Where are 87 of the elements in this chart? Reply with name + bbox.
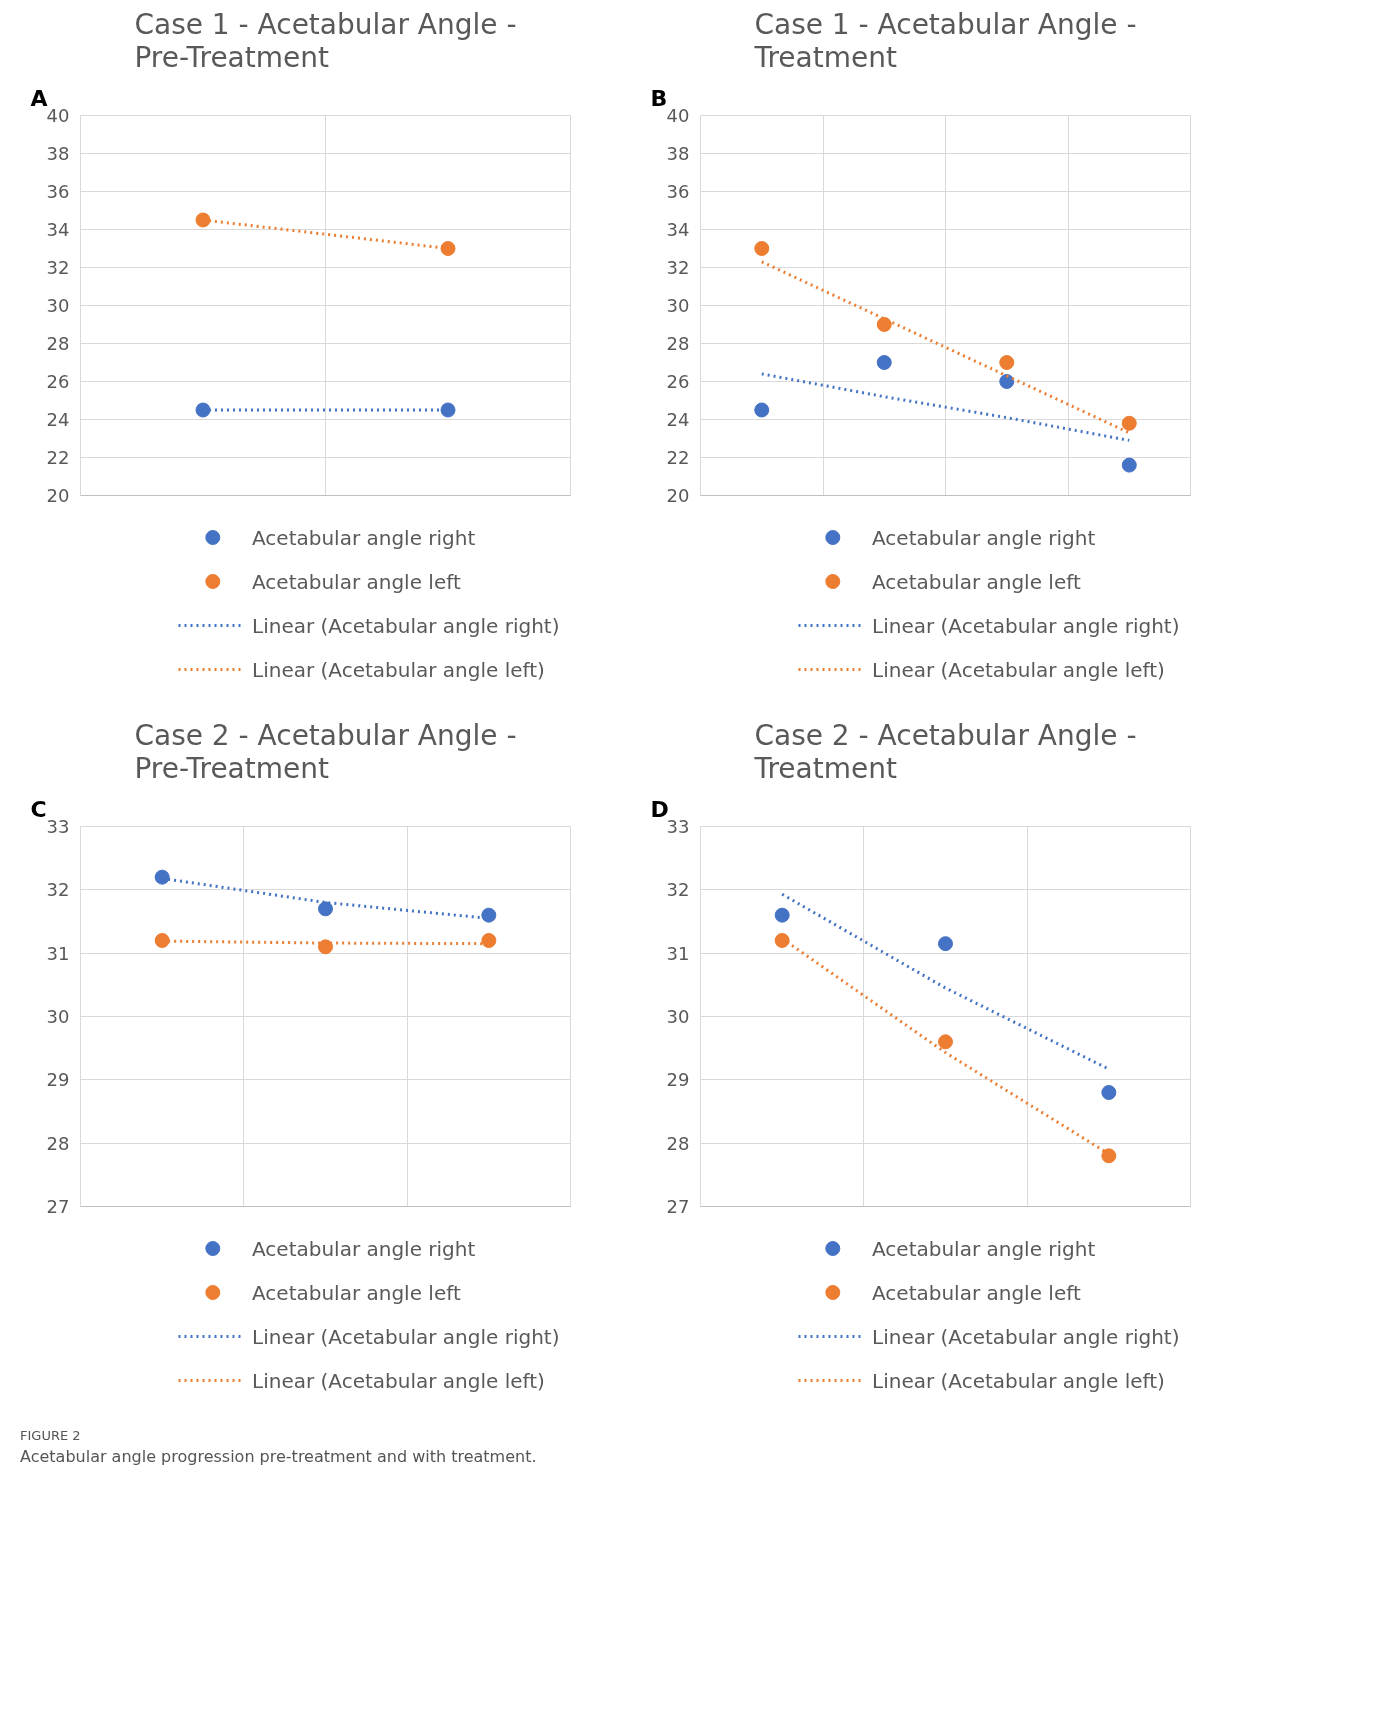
point — [774, 933, 790, 948]
y-tick-label: 29 — [46, 1069, 70, 1091]
point — [195, 212, 211, 228]
chart-title: Case 2 - Acetabular Angle - Pre-Treatment — [134, 718, 517, 785]
y-tick-label: 27 — [46, 1196, 70, 1217]
y-tick-label: 34 — [666, 219, 690, 240]
point — [154, 933, 170, 948]
point — [195, 402, 211, 418]
y-tick-label: 20 — [46, 485, 70, 506]
y-tick-label: 40 — [46, 105, 70, 126]
legend-label: Acetabular angle right — [872, 525, 1096, 550]
y-tick-label: 24 — [666, 409, 690, 430]
y-tick-label: 32 — [46, 257, 70, 278]
y-tick-label: 30 — [666, 1006, 690, 1027]
y-tick-label: 22 — [46, 447, 70, 468]
point — [754, 241, 770, 256]
y-tick-label: 30 — [666, 295, 690, 316]
y-tick-label: 27 — [666, 1196, 690, 1217]
chart-title: Case 2 - Acetabular Angle - Treatment — [753, 718, 1137, 785]
y-tick-label: 38 — [46, 143, 70, 164]
chart-title: Case 1 - Acetabular Angle - Pre-Treatment — [134, 7, 517, 74]
y-tick-label: 32 — [666, 257, 690, 278]
legend-label: Linear (Acetabular angle left) — [252, 657, 545, 682]
point — [999, 374, 1015, 389]
legend-label: Linear (Acetabular angle left) — [872, 657, 1165, 682]
y-tick-label: 30 — [46, 1006, 70, 1027]
y-tick-label: 26 — [46, 371, 70, 392]
point — [1101, 1148, 1117, 1164]
y-tick-label: 31 — [666, 942, 690, 964]
point — [481, 933, 497, 948]
point — [154, 869, 170, 885]
point — [481, 907, 497, 923]
y-tick-label: 31 — [46, 942, 70, 964]
y-tick-label: 28 — [666, 333, 690, 354]
point — [440, 402, 456, 418]
y-tick-label: 28 — [46, 333, 70, 354]
legend-label: Acetabular angle left — [872, 1280, 1081, 1305]
legend-label: Acetabular angle right — [252, 1236, 476, 1261]
y-tick-label: 28 — [46, 1132, 70, 1154]
legend-label: Acetabular angle left — [252, 1280, 461, 1305]
point — [938, 1034, 953, 1050]
point — [1121, 457, 1137, 473]
point — [999, 355, 1015, 370]
caption: FIGURE 2 — [20, 1427, 82, 1445]
y-tick-label: 38 — [666, 143, 690, 164]
legend-label: Linear (Acetabular angle right) — [872, 613, 1180, 638]
text: D — [650, 796, 669, 822]
y-tick-label: 24 — [46, 409, 70, 430]
point — [1121, 415, 1137, 431]
legend-label: Acetabular angle left — [252, 569, 461, 594]
legend-label: Linear (Acetabular angle left) — [872, 1368, 1165, 1393]
legend-label: Linear (Acetabular angle right) — [252, 613, 560, 638]
point — [318, 901, 333, 917]
y-tick-label: 36 — [46, 181, 70, 202]
point — [876, 355, 892, 370]
y-tick-label: 28 — [666, 1132, 690, 1154]
legend-label: Linear (Acetabular angle right) — [252, 1324, 560, 1349]
legend-label: Acetabular angle right — [252, 525, 476, 550]
point — [938, 936, 953, 952]
point — [440, 241, 456, 256]
point — [1101, 1085, 1117, 1100]
legend-label: Linear (Acetabular angle right) — [872, 1324, 1180, 1349]
legend-label: Acetabular angle right — [872, 1236, 1096, 1261]
point — [318, 939, 333, 955]
y-tick-label: 40 — [666, 105, 690, 126]
y-tick-label: 36 — [666, 181, 690, 202]
text: C — [30, 796, 47, 822]
y-tick-label: 29 — [666, 1069, 690, 1091]
y-tick-label: 32 — [46, 879, 70, 901]
legend-label: Acetabular angle left — [872, 569, 1081, 594]
y-tick-label: 26 — [666, 371, 690, 392]
point — [774, 907, 790, 923]
y-tick-label: 33 — [46, 816, 70, 837]
text: Acetabular angle progression pre-treatment and with treatment. — [20, 1445, 537, 1468]
y-tick-label: 34 — [46, 219, 70, 240]
y-tick-label: 20 — [666, 485, 690, 506]
text: B — [650, 85, 668, 111]
legend-label: Linear (Acetabular angle left) — [252, 1368, 545, 1393]
point — [876, 317, 892, 332]
chart-title: Case 1 - Acetabular Angle - Treatment — [753, 7, 1137, 74]
point — [754, 402, 770, 418]
y-tick-label: 22 — [666, 447, 690, 468]
y-tick-label: 30 — [46, 295, 70, 316]
y-tick-label: 33 — [666, 816, 690, 837]
y-tick-label: 32 — [666, 879, 690, 901]
text: A — [30, 85, 48, 111]
line-series — [760, 372, 1131, 442]
